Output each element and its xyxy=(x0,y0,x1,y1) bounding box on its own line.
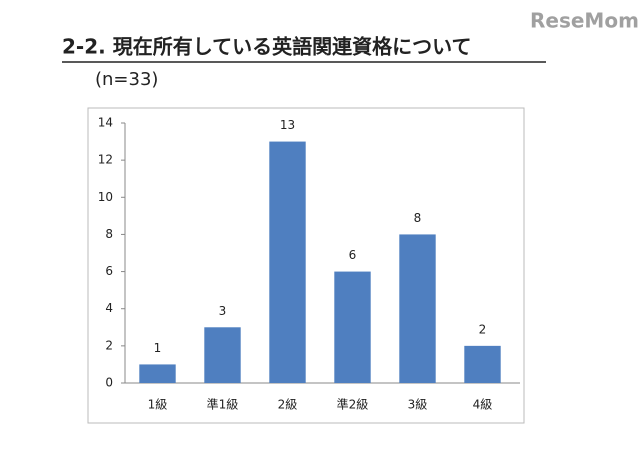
x-tick-label: 4級 xyxy=(473,398,493,412)
chart-frame xyxy=(87,107,525,424)
bar xyxy=(139,364,176,383)
bar xyxy=(399,234,436,383)
y-tick-label: 10 xyxy=(98,190,113,204)
watermark: ReseMom xyxy=(530,9,639,33)
bar xyxy=(269,141,306,383)
y-tick-label: 8 xyxy=(105,227,113,241)
chart-title: 2-2. 現在所有している英語関連資格について xyxy=(62,35,472,59)
x-tick-label: 準1級 xyxy=(207,397,239,412)
chart-subtitle: (n=33) xyxy=(95,69,158,90)
data-label: 8 xyxy=(414,211,422,225)
data-label: 1 xyxy=(154,341,162,355)
x-tick-label: 1級 xyxy=(148,398,168,412)
y-tick-label: 14 xyxy=(98,116,113,130)
y-tick-label: 0 xyxy=(105,376,113,390)
data-label: 2 xyxy=(479,322,487,336)
bar xyxy=(334,271,371,383)
data-label: 6 xyxy=(349,248,357,262)
y-tick-label: 4 xyxy=(105,301,113,315)
bar xyxy=(464,345,501,383)
x-tick-label: 3級 xyxy=(408,398,428,412)
y-tick-label: 6 xyxy=(105,264,113,278)
x-tick-label: 準2級 xyxy=(337,397,369,412)
bar xyxy=(204,327,241,383)
data-label: 3 xyxy=(219,304,227,318)
x-tick-label: 2級 xyxy=(278,398,298,412)
data-label: 13 xyxy=(280,118,295,132)
y-tick-label: 12 xyxy=(98,153,113,167)
y-tick-label: 2 xyxy=(105,338,113,352)
